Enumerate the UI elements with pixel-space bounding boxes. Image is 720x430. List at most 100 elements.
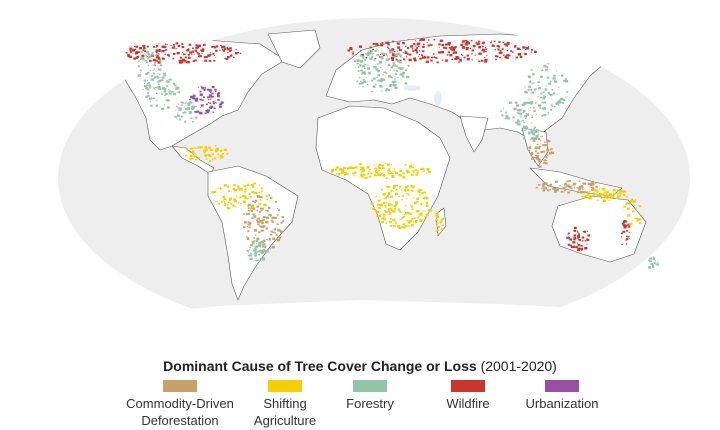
- loss-patch: [135, 56, 138, 59]
- loss-patch: [540, 150, 544, 154]
- loss-patch: [532, 73, 535, 76]
- loss-patch: [424, 216, 427, 219]
- loss-patch: [403, 58, 406, 61]
- loss-patch: [226, 152, 229, 155]
- loss-patch: [427, 44, 431, 47]
- loss-patch: [490, 40, 493, 42]
- loss-patch: [372, 52, 375, 54]
- loss-patch: [391, 80, 395, 84]
- loss-patch: [388, 168, 391, 170]
- loss-patch: [552, 92, 556, 95]
- loss-patch: [164, 43, 167, 45]
- loss-patch: [393, 187, 395, 189]
- loss-patch: [180, 115, 184, 118]
- loss-patch: [576, 191, 580, 194]
- loss-patch: [525, 129, 527, 131]
- loss-patch: [210, 155, 212, 157]
- loss-patch: [375, 84, 377, 86]
- loss-patch: [217, 98, 220, 101]
- loss-patch: [388, 208, 392, 211]
- loss-patch: [347, 167, 350, 170]
- loss-patch: [426, 42, 428, 43]
- loss-patch: [156, 75, 159, 78]
- loss-patch: [147, 71, 150, 74]
- loss-patch: [191, 152, 194, 155]
- loss-patch: [392, 62, 396, 65]
- loss-patch: [542, 187, 546, 190]
- loss-patch: [399, 188, 401, 190]
- loss-patch: [654, 260, 656, 262]
- loss-patch: [534, 147, 537, 150]
- loss-patch: [270, 215, 272, 217]
- loss-patch: [144, 83, 146, 84]
- loss-patch: [148, 84, 152, 87]
- loss-patch: [408, 166, 412, 169]
- loss-patch: [620, 232, 623, 235]
- loss-patch: [146, 79, 149, 81]
- loss-patch: [478, 46, 482, 49]
- loss-patch: [165, 74, 167, 76]
- loss-patch: [157, 61, 161, 64]
- loss-patch: [217, 95, 220, 98]
- loss-patch: [247, 230, 250, 233]
- loss-patch: [371, 53, 373, 55]
- loss-patch: [452, 46, 456, 49]
- loss-patch: [531, 122, 533, 124]
- loss-patch: [505, 115, 509, 118]
- loss-patch: [272, 231, 275, 234]
- loss-patch: [134, 52, 138, 55]
- loss-patch: [351, 53, 354, 55]
- loss-patch: [440, 219, 443, 222]
- loss-patch: [271, 216, 275, 219]
- loss-patch: [189, 157, 193, 160]
- loss-patch: [141, 58, 143, 60]
- loss-patch: [369, 46, 372, 49]
- legend-title: Dominant Cause of Tree Cover Change or L…: [0, 358, 720, 374]
- loss-patch: [547, 63, 550, 65]
- loss-patch: [388, 186, 391, 188]
- loss-patch: [181, 58, 185, 62]
- loss-patch: [246, 237, 250, 240]
- loss-patch: [523, 122, 525, 124]
- map-svg: [58, 18, 690, 338]
- loss-patch: [265, 220, 269, 224]
- legend-item-shifting-agriculture: Shifting Agriculture: [240, 380, 330, 429]
- loss-patch: [166, 99, 170, 102]
- loss-patch: [190, 105, 193, 107]
- swatch-shifting: [268, 380, 302, 392]
- loss-patch: [376, 54, 380, 57]
- loss-patch: [373, 59, 376, 61]
- loss-patch: [384, 204, 387, 207]
- loss-patch: [531, 157, 534, 160]
- loss-patch: [157, 68, 161, 71]
- loss-patch: [233, 183, 236, 186]
- loss-patch: [171, 90, 174, 93]
- loss-patch: [331, 168, 334, 172]
- loss-patch: [580, 245, 583, 247]
- loss-patch: [399, 59, 402, 61]
- loss-patch: [504, 117, 507, 120]
- loss-patch: [573, 187, 576, 189]
- loss-patch: [144, 85, 147, 88]
- loss-patch: [420, 212, 423, 215]
- loss-patch: [541, 115, 544, 117]
- loss-patch: [173, 116, 176, 118]
- loss-patch: [163, 45, 167, 49]
- loss-patch: [569, 238, 572, 241]
- loss-patch: [454, 46, 457, 48]
- loss-patch: [564, 79, 567, 81]
- loss-patch: [214, 88, 217, 91]
- loss-patch: [411, 166, 414, 168]
- loss-patch: [395, 65, 398, 68]
- loss-patch: [383, 202, 386, 204]
- loss-patch: [389, 58, 391, 60]
- loss-patch: [390, 195, 393, 198]
- loss-patch: [388, 75, 392, 78]
- loss-patch: [153, 97, 155, 99]
- legend-title-years: (2001-2020): [480, 358, 557, 374]
- loss-patch: [393, 80, 397, 83]
- loss-patch: [530, 137, 534, 140]
- loss-patch: [184, 111, 186, 113]
- loss-patch: [201, 49, 205, 52]
- loss-patch: [211, 158, 214, 160]
